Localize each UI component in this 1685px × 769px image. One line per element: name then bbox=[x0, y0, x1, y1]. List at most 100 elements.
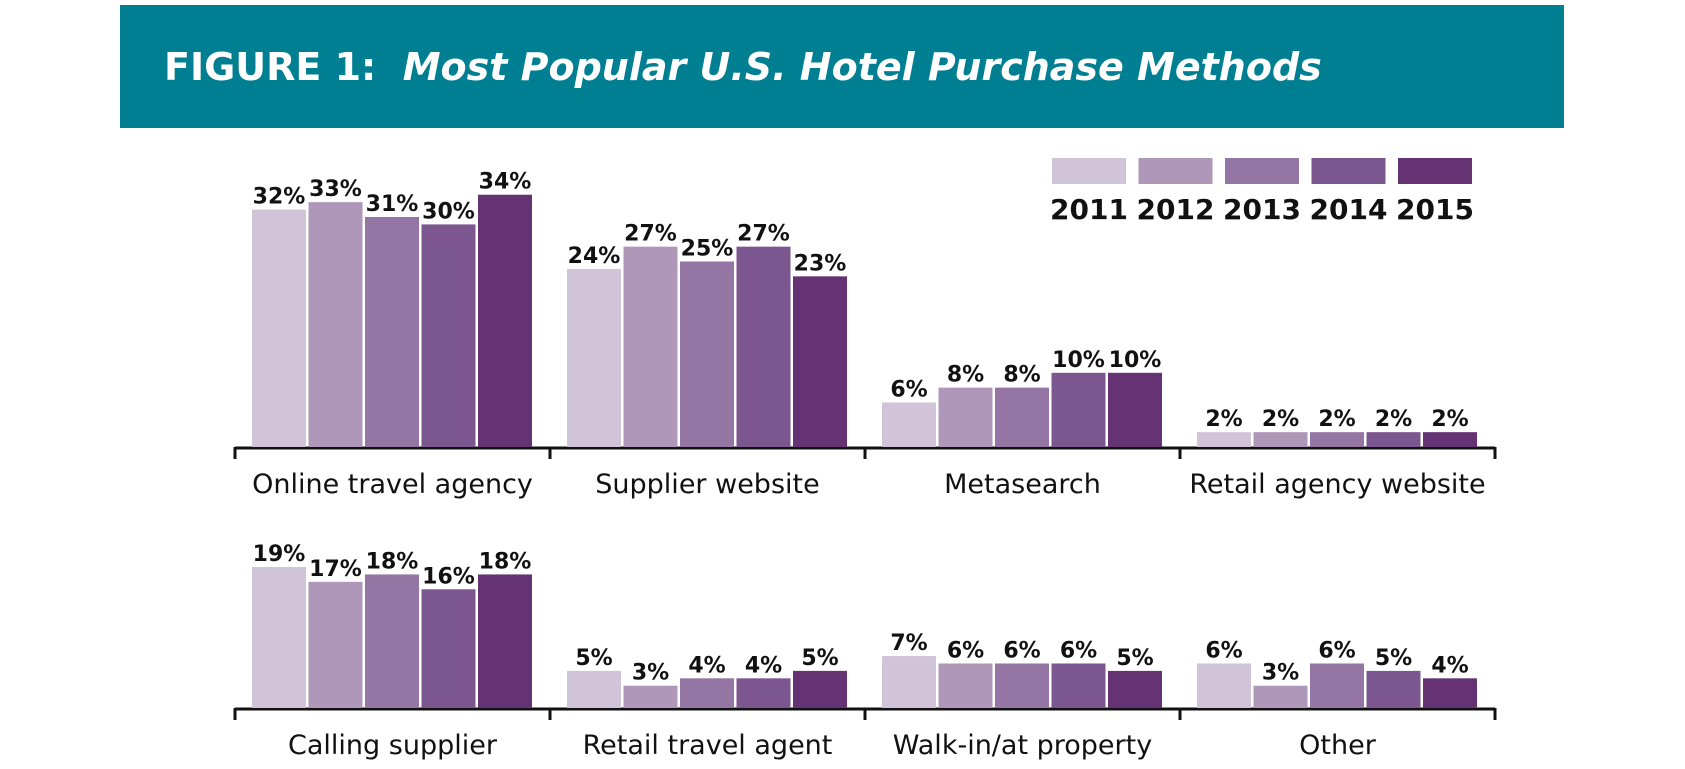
category-label: Retail travel agent bbox=[583, 730, 833, 761]
bar bbox=[365, 216, 419, 447]
data-label: 23% bbox=[794, 251, 847, 276]
bar bbox=[478, 574, 532, 708]
figure-title: Most Popular U.S. Hotel Purchase Methods bbox=[402, 45, 1322, 89]
legend-swatch bbox=[1052, 158, 1126, 184]
bar bbox=[680, 261, 734, 447]
bar bbox=[308, 202, 363, 447]
bar bbox=[938, 663, 993, 708]
data-label: 10% bbox=[1109, 348, 1162, 373]
data-label: 6% bbox=[1205, 638, 1242, 663]
data-label: 8% bbox=[947, 363, 984, 388]
data-label: 2% bbox=[1431, 407, 1468, 432]
category-label: Walk-in/at property bbox=[893, 730, 1152, 761]
data-label: 2% bbox=[1375, 407, 1412, 432]
bar bbox=[680, 678, 734, 708]
data-label: 6% bbox=[947, 638, 984, 663]
bar bbox=[252, 209, 306, 447]
data-label: 4% bbox=[1431, 653, 1468, 678]
bar bbox=[308, 581, 363, 708]
data-label: 18% bbox=[366, 549, 419, 574]
bar bbox=[1197, 432, 1251, 447]
data-label: 27% bbox=[624, 222, 677, 247]
bar bbox=[1253, 432, 1308, 447]
data-label: 5% bbox=[1116, 646, 1153, 671]
data-label: 6% bbox=[890, 377, 927, 402]
bar bbox=[1108, 670, 1162, 708]
bar bbox=[882, 402, 936, 447]
bar bbox=[1051, 372, 1106, 447]
data-label: 33% bbox=[309, 177, 362, 202]
legend-label: 2012 bbox=[1137, 193, 1215, 226]
data-label: 6% bbox=[1060, 638, 1097, 663]
bar bbox=[1051, 663, 1106, 708]
bar bbox=[1108, 372, 1162, 447]
bar bbox=[623, 685, 678, 708]
data-label: 2% bbox=[1262, 407, 1299, 432]
bar bbox=[1366, 432, 1421, 447]
category-label: Metasearch bbox=[944, 469, 1101, 500]
bar bbox=[421, 224, 476, 447]
data-label: 2% bbox=[1318, 407, 1355, 432]
data-label: 3% bbox=[1262, 661, 1299, 686]
data-label: 2% bbox=[1205, 407, 1242, 432]
data-label: 24% bbox=[568, 244, 621, 269]
bar bbox=[567, 268, 621, 447]
bar bbox=[623, 246, 678, 447]
legend-swatch bbox=[1311, 158, 1386, 184]
bar bbox=[793, 670, 847, 708]
category-label: Supplier website bbox=[595, 469, 819, 500]
legend-label: 2014 bbox=[1310, 193, 1388, 226]
data-label: 19% bbox=[253, 542, 306, 567]
bar bbox=[365, 574, 419, 708]
bar bbox=[938, 387, 993, 447]
data-label: 27% bbox=[737, 222, 790, 247]
category-label: Online travel agency bbox=[252, 469, 533, 500]
data-label: 4% bbox=[688, 653, 725, 678]
bar bbox=[736, 678, 791, 708]
data-label: 4% bbox=[745, 653, 782, 678]
category-label: Other bbox=[1299, 730, 1377, 761]
bar bbox=[1310, 432, 1364, 447]
bar bbox=[1366, 670, 1421, 708]
legend-label: 2015 bbox=[1396, 193, 1474, 226]
bar bbox=[995, 387, 1049, 447]
legend-swatch bbox=[1398, 158, 1472, 184]
data-label: 5% bbox=[801, 646, 838, 671]
figure-banner: FIGURE 1: Most Popular U.S. Hotel Purcha… bbox=[120, 5, 1564, 128]
data-label: 10% bbox=[1052, 348, 1105, 373]
data-label: 34% bbox=[479, 170, 532, 195]
bar bbox=[421, 589, 476, 708]
bar bbox=[567, 670, 621, 708]
bar bbox=[1423, 678, 1477, 708]
legend-swatch bbox=[1138, 158, 1213, 184]
data-label: 5% bbox=[575, 646, 612, 671]
figure-heading: FIGURE 1: Most Popular U.S. Hotel Purcha… bbox=[164, 45, 1322, 89]
data-label: 32% bbox=[253, 185, 306, 210]
data-label: 18% bbox=[479, 549, 532, 574]
bar bbox=[995, 663, 1049, 708]
data-label: 6% bbox=[1318, 638, 1355, 663]
bar bbox=[736, 246, 791, 447]
bar bbox=[1310, 663, 1364, 708]
data-label: 3% bbox=[632, 661, 669, 686]
figure-label: FIGURE 1: bbox=[164, 45, 377, 89]
data-label: 30% bbox=[422, 199, 475, 224]
data-label: 25% bbox=[681, 237, 734, 262]
data-label: 5% bbox=[1375, 646, 1412, 671]
data-label: 31% bbox=[366, 192, 419, 217]
data-label: 17% bbox=[309, 557, 362, 582]
bar bbox=[478, 194, 532, 447]
legend-swatch bbox=[1225, 158, 1299, 184]
category-label: Calling supplier bbox=[288, 730, 498, 761]
bar bbox=[252, 567, 306, 708]
data-label: 16% bbox=[422, 564, 475, 589]
bar bbox=[793, 276, 847, 447]
legend-label: 2011 bbox=[1050, 193, 1128, 226]
data-label: 8% bbox=[1003, 363, 1040, 388]
bar bbox=[1423, 432, 1477, 447]
bar bbox=[1253, 685, 1308, 708]
data-label: 7% bbox=[890, 631, 927, 656]
legend-label: 2013 bbox=[1223, 193, 1301, 226]
data-label: 6% bbox=[1003, 638, 1040, 663]
